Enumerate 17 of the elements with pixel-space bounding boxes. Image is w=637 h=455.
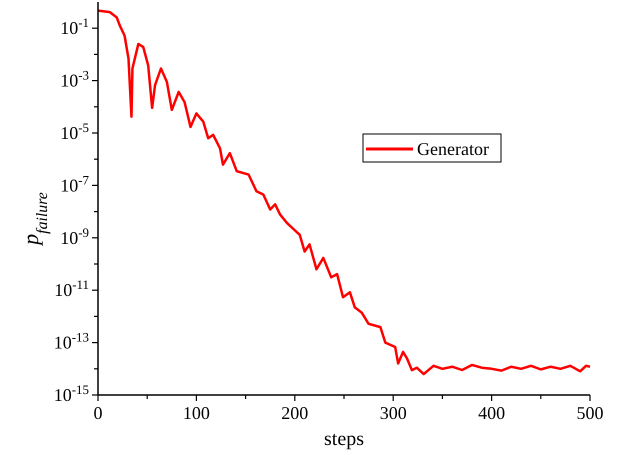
x-tick-label: 0: [94, 403, 102, 423]
y-tick-label: 10$^{-11}$: [54, 276, 89, 300]
line-series: [98, 9, 592, 376]
y-tick-label: 10$^{-9}$: [60, 224, 89, 248]
y-tick-label: 10$^{-15}$: [54, 382, 89, 405]
y-tick-label: 10$^{-3}$: [60, 67, 89, 91]
legend-label: Generator: [417, 139, 489, 159]
x-tick-label: 500: [576, 403, 604, 423]
x-tick-label: 300: [380, 403, 407, 423]
y-tick-label: 10$^{-7}$: [60, 172, 90, 196]
y-tick-label: 10$^{-13}$: [54, 329, 89, 353]
y-tick-label: 10$^{-1}$: [60, 14, 89, 38]
x-tick-label: 200: [281, 403, 308, 423]
x-tick-label: 100: [182, 403, 210, 423]
x-axis-title: steps: [324, 428, 364, 450]
y-tick-label: 10$^{-5}$: [60, 120, 89, 143]
x-tick-label: 400: [478, 403, 506, 423]
